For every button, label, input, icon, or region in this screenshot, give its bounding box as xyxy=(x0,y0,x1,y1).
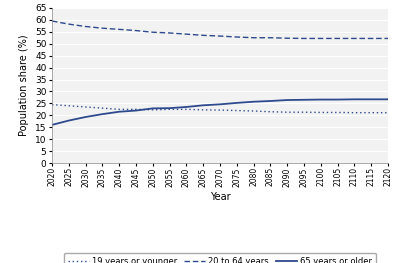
65 years or older xyxy=(318,98,323,101)
19 years or younger xyxy=(386,111,390,114)
19 years or younger xyxy=(117,108,122,111)
65 years or older xyxy=(150,107,155,110)
20 to 64 years xyxy=(335,37,340,40)
19 years or younger xyxy=(201,108,206,112)
19 years or younger xyxy=(150,108,155,112)
20 to 64 years xyxy=(318,37,323,40)
19 years or younger xyxy=(218,108,222,112)
65 years or older xyxy=(117,110,122,113)
20 to 64 years xyxy=(100,27,105,30)
20 to 64 years xyxy=(369,37,374,40)
Legend: 19 years or younger, 20 to 64 years, 65 years or older: 19 years or younger, 20 to 64 years, 65 … xyxy=(64,252,376,263)
Line: 20 to 64 years: 20 to 64 years xyxy=(52,21,388,38)
65 years or older xyxy=(100,113,105,116)
X-axis label: Year: Year xyxy=(210,192,230,202)
Line: 19 years or younger: 19 years or younger xyxy=(52,105,388,113)
20 to 64 years xyxy=(150,31,155,34)
65 years or older xyxy=(134,109,138,112)
20 to 64 years xyxy=(234,36,239,39)
20 to 64 years xyxy=(167,31,172,34)
65 years or older xyxy=(352,98,357,101)
65 years or older xyxy=(83,115,88,119)
19 years or younger xyxy=(369,111,374,114)
19 years or younger xyxy=(268,110,273,113)
19 years or younger xyxy=(134,108,138,111)
19 years or younger xyxy=(234,109,239,112)
20 to 64 years xyxy=(184,33,189,36)
20 to 64 years xyxy=(66,23,71,26)
Line: 65 years or older: 65 years or older xyxy=(52,99,388,125)
20 to 64 years xyxy=(352,37,357,40)
65 years or older xyxy=(50,123,54,127)
19 years or younger xyxy=(50,103,54,106)
19 years or younger xyxy=(66,104,71,107)
20 to 64 years xyxy=(83,25,88,28)
65 years or older xyxy=(369,98,374,101)
19 years or younger xyxy=(352,111,357,114)
20 to 64 years xyxy=(268,36,273,39)
20 to 64 years xyxy=(302,37,306,40)
19 years or younger xyxy=(184,108,189,111)
20 to 64 years xyxy=(285,37,290,40)
65 years or older xyxy=(285,98,290,102)
19 years or younger xyxy=(83,105,88,109)
65 years or older xyxy=(234,101,239,104)
20 to 64 years xyxy=(117,28,122,31)
19 years or younger xyxy=(251,109,256,113)
65 years or older xyxy=(201,104,206,107)
19 years or younger xyxy=(302,111,306,114)
19 years or younger xyxy=(335,111,340,114)
20 to 64 years xyxy=(251,36,256,39)
19 years or younger xyxy=(100,107,105,110)
65 years or older xyxy=(386,98,390,101)
65 years or older xyxy=(335,98,340,101)
65 years or older xyxy=(167,107,172,110)
19 years or younger xyxy=(167,108,172,111)
65 years or older xyxy=(251,100,256,103)
65 years or older xyxy=(268,99,273,103)
20 to 64 years xyxy=(134,29,138,32)
65 years or older xyxy=(66,119,71,122)
Y-axis label: Population share (%): Population share (%) xyxy=(19,35,29,136)
20 to 64 years xyxy=(218,34,222,38)
20 to 64 years xyxy=(386,37,390,40)
19 years or younger xyxy=(318,111,323,114)
19 years or younger xyxy=(285,111,290,114)
65 years or older xyxy=(184,105,189,109)
20 to 64 years xyxy=(201,34,206,37)
20 to 64 years xyxy=(50,19,54,23)
65 years or older xyxy=(302,98,306,101)
65 years or older xyxy=(218,103,222,106)
